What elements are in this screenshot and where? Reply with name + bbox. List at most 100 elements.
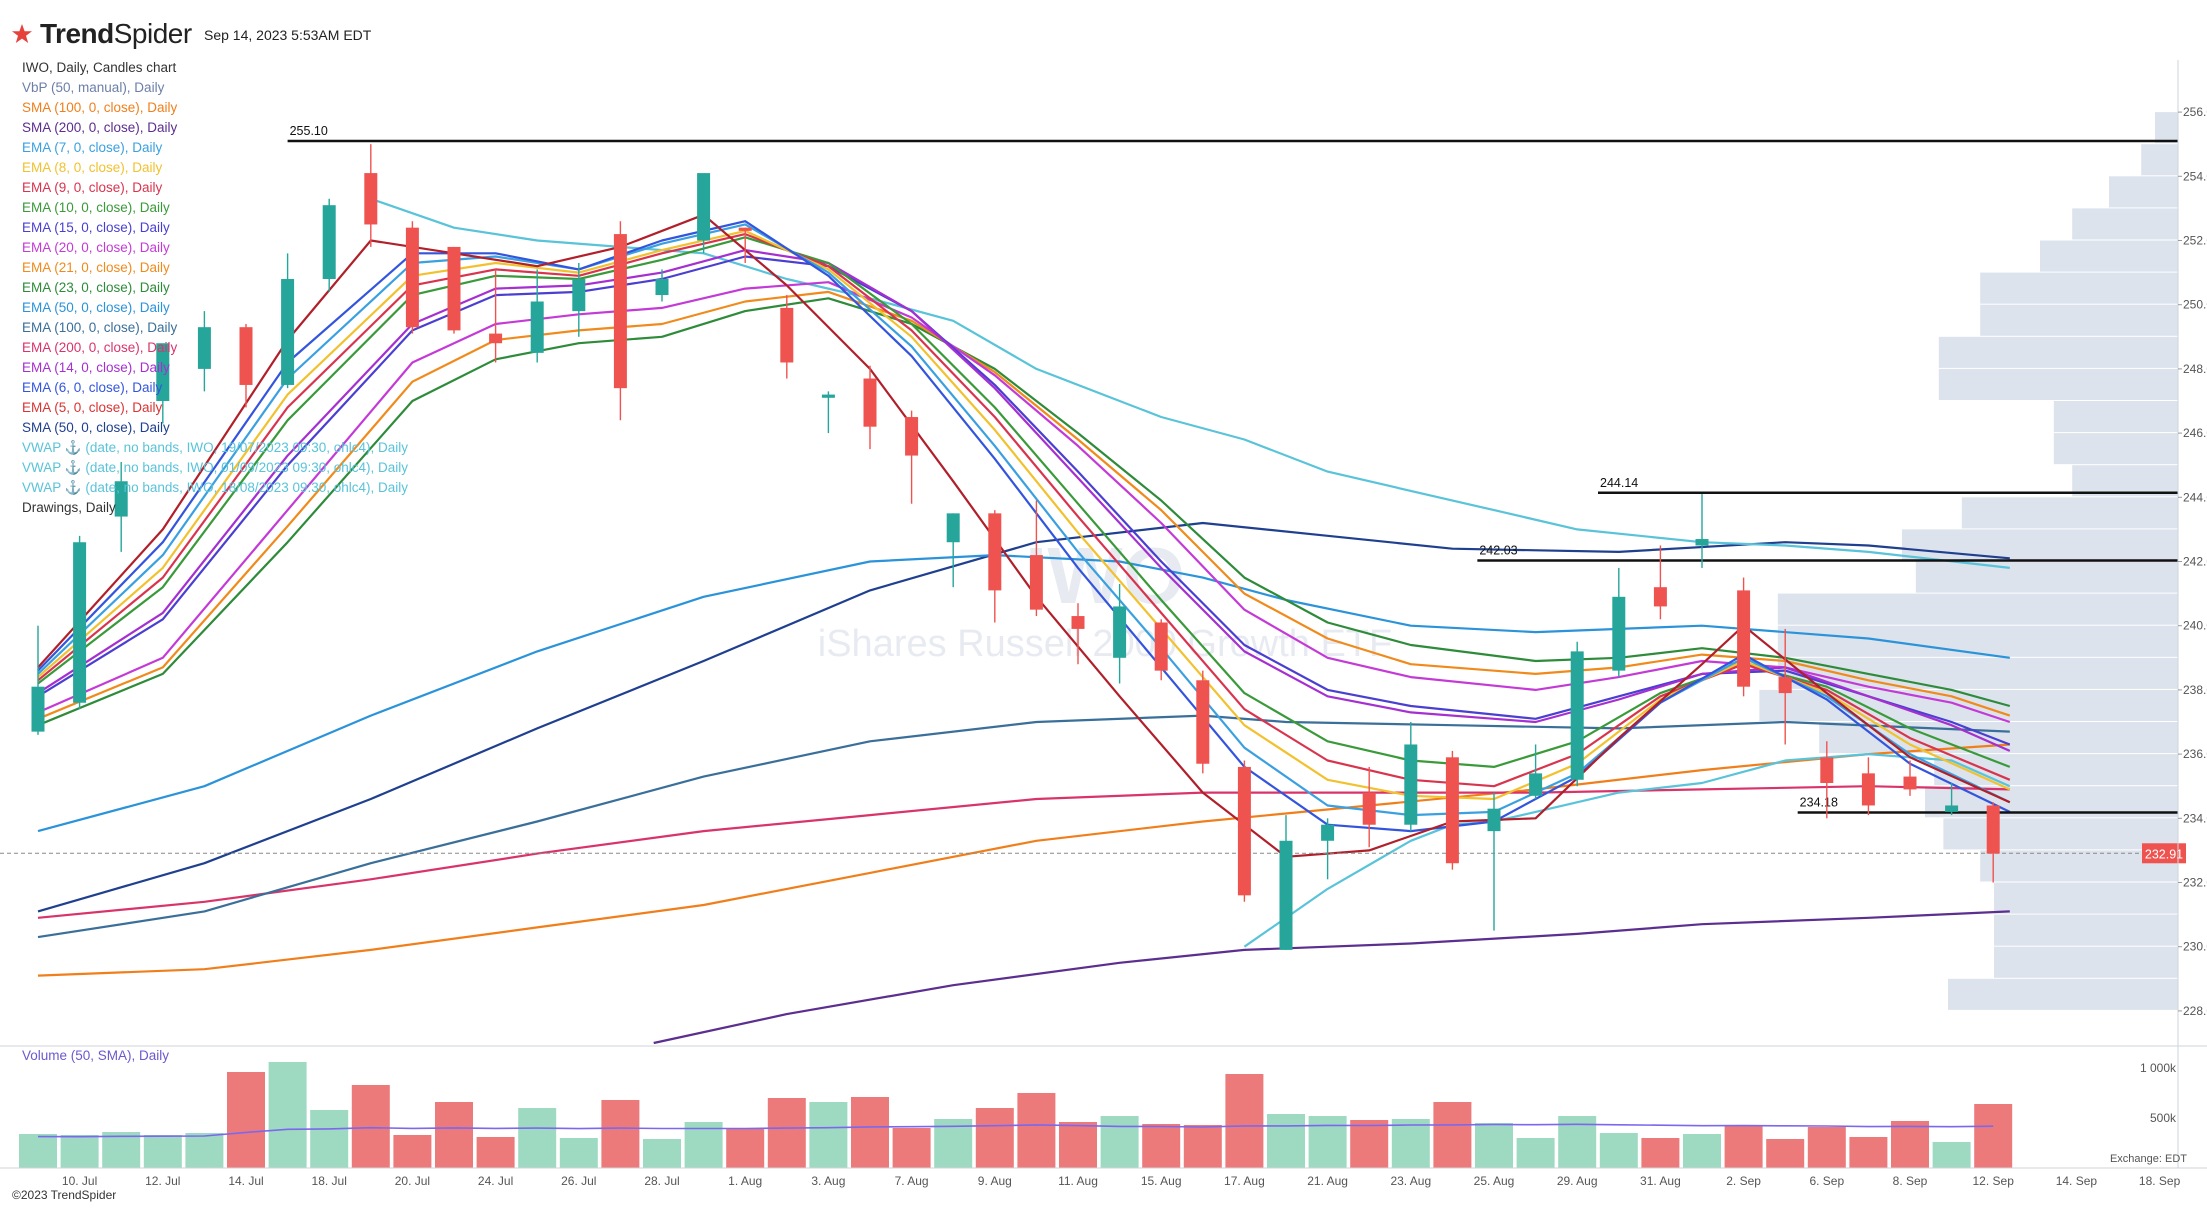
candle-body (322, 205, 336, 280)
candle-body (1945, 805, 1959, 812)
volume-bar (684, 1122, 723, 1168)
legend-item[interactable]: EMA (5, 0, close), Daily (22, 400, 163, 415)
exchange-label: Exchange: EDT (2109, 1153, 2187, 1165)
price-tick-label: 230.00 (2183, 940, 2207, 954)
date-tick-label: 14. Sep (2056, 1174, 2098, 1188)
candle-body (780, 307, 794, 363)
trendspider-logo-icon (12, 24, 32, 43)
volume-profile-row (1777, 657, 2178, 689)
timestamp: Sep 14, 2023 5:53AM EDT (204, 27, 372, 43)
volume-tick-label: 1 000k (2140, 1061, 2177, 1075)
volume-profile-row (1943, 818, 2178, 850)
legend-item[interactable]: EMA (8, 0, close), Daily (22, 160, 163, 175)
date-tick-label: 9. Aug (978, 1174, 1012, 1188)
date-tick-label: 23. Aug (1390, 1174, 1431, 1188)
candle-body (197, 327, 211, 369)
volume-bar (143, 1135, 182, 1168)
volume-bar (1391, 1119, 1430, 1168)
candle-body (1986, 805, 2000, 854)
volume-profile-row (1980, 272, 2178, 304)
legend-item[interactable]: EMA (6, 0, close), Daily (22, 380, 163, 395)
legend-item[interactable]: SMA (200, 0, close), Daily (22, 120, 178, 135)
legend-item[interactable]: VWAP ⚓ (date, no bands, IWO, 19/07/2023 … (22, 440, 409, 455)
candle-body (1237, 766, 1251, 896)
candle-body (1445, 757, 1459, 864)
legend-item[interactable]: EMA (7, 0, close), Daily (22, 140, 163, 155)
volume-profile-row (1938, 336, 2178, 368)
candle-body (1029, 555, 1043, 610)
legend-item[interactable]: EMA (14, 0, close), Daily (22, 360, 170, 375)
legend-item[interactable]: VWAP ⚓ (date, no bands, IWO, 18/08/2023 … (22, 480, 409, 495)
volume-bar (1225, 1074, 1264, 1168)
brand-logo[interactable]: TrendSpider (10, 18, 192, 50)
volume-profile-row (1902, 529, 2178, 561)
volume-bar (1641, 1138, 1680, 1168)
volume-bar (19, 1134, 57, 1168)
volume-bar (227, 1072, 265, 1168)
current-price-label: 232.91 (2145, 847, 2183, 861)
date-tick-label: 31. Aug (1640, 1174, 1681, 1188)
candle-body (73, 542, 87, 703)
candle-body (1695, 539, 1709, 546)
indicator-line (37, 236, 2011, 769)
volume-bar (601, 1100, 640, 1168)
indicator-line (1243, 752, 2011, 948)
legend-item[interactable]: VWAP ⚓ (date, no bands, IWO, 01/09/2023 … (22, 460, 409, 475)
level-label: 255.10 (290, 124, 328, 138)
legend-item[interactable]: EMA (200, 0, close), Daily (22, 340, 178, 355)
volume-profile-row (2053, 433, 2178, 465)
candle-body (1113, 606, 1127, 658)
indicator-line (37, 553, 2010, 833)
date-tick-label: 18. Jul (312, 1174, 347, 1188)
candle-body (988, 513, 1002, 591)
volume-bar (559, 1138, 598, 1168)
legend-item[interactable]: EMA (10, 0, close), Daily (22, 200, 170, 215)
date-tick-label: 18. Sep (2139, 1174, 2181, 1188)
indicator-line (37, 743, 2010, 977)
legend-item[interactable]: EMA (21, 0, close), Daily (22, 260, 170, 275)
legend-item[interactable]: SMA (100, 0, close), Daily (22, 100, 178, 115)
candle-body (1778, 677, 1792, 694)
date-tick-label: 6. Sep (1809, 1174, 1844, 1188)
volume-tick-label: 500k (2150, 1111, 2177, 1125)
volume-bar (1766, 1139, 1805, 1168)
volume-bar (1683, 1134, 1721, 1168)
price-tick-label: 248.00 (2183, 362, 2207, 376)
candles (31, 144, 2000, 950)
candle-body (364, 173, 378, 225)
legend-item[interactable]: VbP (50, manual), Daily (22, 80, 165, 95)
volume-bar (975, 1108, 1014, 1168)
legend-item[interactable]: EMA (20, 0, close), Daily (22, 240, 170, 255)
legend-item[interactable]: EMA (15, 0, close), Daily (22, 220, 170, 235)
date-tick-label: 25. Aug (1474, 1174, 1515, 1188)
current-price-marker (2142, 843, 2186, 864)
indicator-line (37, 249, 2011, 752)
copyright: ©2023 TrendSpider (12, 1188, 117, 1202)
volume-profile-row (2155, 112, 2178, 144)
candle-body (1570, 651, 1584, 780)
legend-item[interactable]: EMA (50, 0, close), Daily (22, 300, 170, 315)
legend-item[interactable]: IWO, Daily, Candles chart (22, 60, 177, 75)
date-tick-label: 28. Jul (644, 1174, 679, 1188)
volume-bar (351, 1085, 390, 1168)
level-label: 244.14 (1600, 476, 1638, 490)
candle-body (31, 686, 45, 732)
volume-bar (1100, 1116, 1139, 1168)
volume-bar (1974, 1104, 2013, 1168)
volume-profile-row (2141, 144, 2178, 176)
legend-item[interactable]: EMA (23, 0, close), Daily (22, 280, 170, 295)
legend-item[interactable]: Drawings, Daily (22, 500, 116, 515)
candle-body (1196, 680, 1210, 764)
legend-item[interactable]: SMA (50, 0, close), Daily (22, 420, 170, 435)
legend-item[interactable]: EMA (100, 0, close), Daily (22, 320, 178, 335)
volume-bar (643, 1139, 681, 1168)
indicator-line (653, 910, 2010, 1045)
legend-item[interactable]: EMA (9, 0, close), Daily (22, 180, 163, 195)
axes: 228.00 230.00 232.00 234.00 236.00 238.00 240.… (0, 60, 2207, 1188)
candle-body (1362, 792, 1376, 825)
price-tick-label: 250.00 (2183, 298, 2207, 312)
volume-bar (1891, 1121, 1929, 1168)
volume-profile-row (2109, 176, 2178, 208)
